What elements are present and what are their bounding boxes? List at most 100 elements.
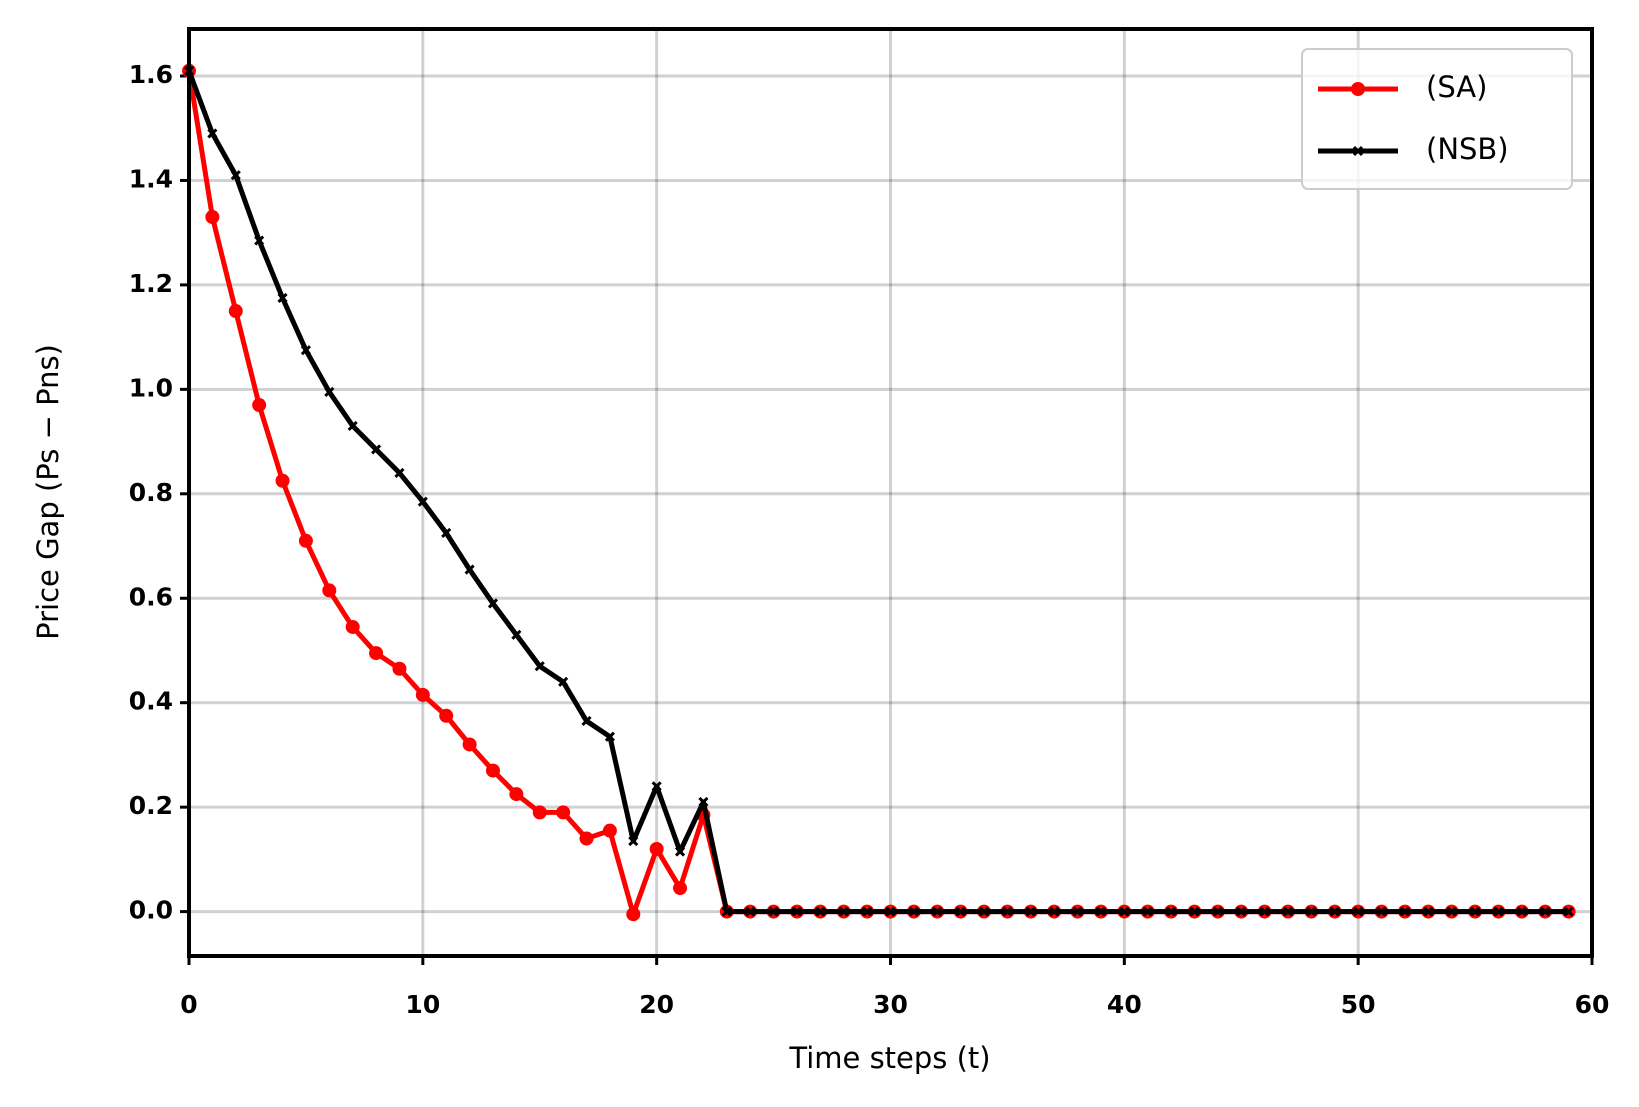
point xyxy=(228,304,243,319)
point xyxy=(1095,906,1107,917)
point xyxy=(1376,906,1387,917)
legend-box xyxy=(1301,48,1573,190)
point xyxy=(534,661,545,672)
y-tick-label: 1.4 xyxy=(129,164,173,193)
y-tick-label: 1.0 xyxy=(129,373,173,402)
point xyxy=(602,823,617,838)
point xyxy=(1189,906,1200,917)
y-tick-label: 0.6 xyxy=(129,582,173,611)
point xyxy=(1236,906,1247,917)
point xyxy=(651,781,662,792)
legend-label: (NSB) xyxy=(1426,132,1509,166)
point xyxy=(649,841,664,856)
point xyxy=(441,527,452,539)
point xyxy=(556,805,571,820)
point xyxy=(626,907,641,922)
point xyxy=(417,496,428,507)
point xyxy=(1329,906,1340,917)
point xyxy=(1423,906,1434,917)
point xyxy=(1142,906,1153,917)
x-tick-label: 20 xyxy=(639,990,674,1019)
point xyxy=(509,787,524,802)
x-tick-label: 50 xyxy=(1341,990,1376,1019)
point xyxy=(1282,906,1294,917)
x-tick-label: 0 xyxy=(180,990,197,1019)
x-tick-label: 40 xyxy=(1107,990,1142,1019)
point xyxy=(415,687,430,702)
point xyxy=(324,386,335,398)
point xyxy=(487,598,499,609)
y-tick-label: 0.2 xyxy=(129,791,173,820)
point xyxy=(1025,906,1036,917)
point xyxy=(579,831,594,846)
point xyxy=(885,906,896,917)
legend-marker xyxy=(1352,145,1364,157)
point xyxy=(392,661,407,676)
point xyxy=(369,646,384,661)
point xyxy=(462,737,477,752)
point xyxy=(838,906,849,917)
point xyxy=(252,398,267,413)
point xyxy=(673,881,688,896)
point xyxy=(1212,906,1223,917)
point xyxy=(1259,906,1270,917)
point xyxy=(721,906,732,917)
point xyxy=(345,619,360,634)
point xyxy=(439,708,454,723)
point xyxy=(205,210,220,225)
y-axis-label: Price Gap (Ps − Pns) xyxy=(31,344,65,640)
point xyxy=(978,906,990,917)
point xyxy=(1049,906,1060,917)
point xyxy=(1470,906,1481,917)
point xyxy=(674,846,686,857)
point xyxy=(1002,906,1013,917)
point xyxy=(298,533,313,548)
x-tick-label: 30 xyxy=(873,990,908,1019)
point xyxy=(768,906,779,917)
x-axis-label: Time steps (t) xyxy=(788,1041,990,1075)
point xyxy=(464,564,475,575)
point xyxy=(558,676,569,687)
point xyxy=(230,170,241,181)
point xyxy=(908,906,919,917)
plot-frame xyxy=(187,27,1594,958)
point xyxy=(1516,906,1527,917)
point xyxy=(207,128,218,139)
point xyxy=(275,473,290,488)
point xyxy=(1399,906,1410,917)
point xyxy=(1166,906,1177,917)
y-tick-label: 0.4 xyxy=(129,687,173,716)
point xyxy=(745,906,756,917)
point xyxy=(485,763,500,778)
point xyxy=(955,906,966,917)
x-tick-label: 10 xyxy=(405,990,440,1019)
y-tick-label: 0.8 xyxy=(129,478,173,507)
point xyxy=(1353,906,1364,917)
point xyxy=(347,420,358,431)
point xyxy=(1306,906,1317,917)
point xyxy=(698,796,709,807)
x-tick-label: 60 xyxy=(1575,990,1610,1019)
line xyxy=(186,69,1569,915)
point xyxy=(862,906,873,917)
point xyxy=(791,906,803,917)
point xyxy=(1540,906,1551,917)
point xyxy=(254,235,265,246)
legend-label: (SA) xyxy=(1426,70,1487,104)
y-tick-label: 0.0 xyxy=(129,896,173,925)
y-tick-label: 1.6 xyxy=(129,60,173,89)
point xyxy=(1493,906,1504,917)
point xyxy=(322,583,337,598)
point xyxy=(604,731,615,742)
point xyxy=(815,906,826,917)
point xyxy=(277,292,288,304)
point xyxy=(932,906,943,917)
point xyxy=(581,715,592,727)
point xyxy=(1563,906,1574,917)
point xyxy=(532,805,547,820)
point xyxy=(394,467,405,478)
y-tick-label: 1.2 xyxy=(129,269,173,298)
point xyxy=(1119,906,1130,917)
point xyxy=(371,444,382,455)
point xyxy=(1446,906,1457,917)
